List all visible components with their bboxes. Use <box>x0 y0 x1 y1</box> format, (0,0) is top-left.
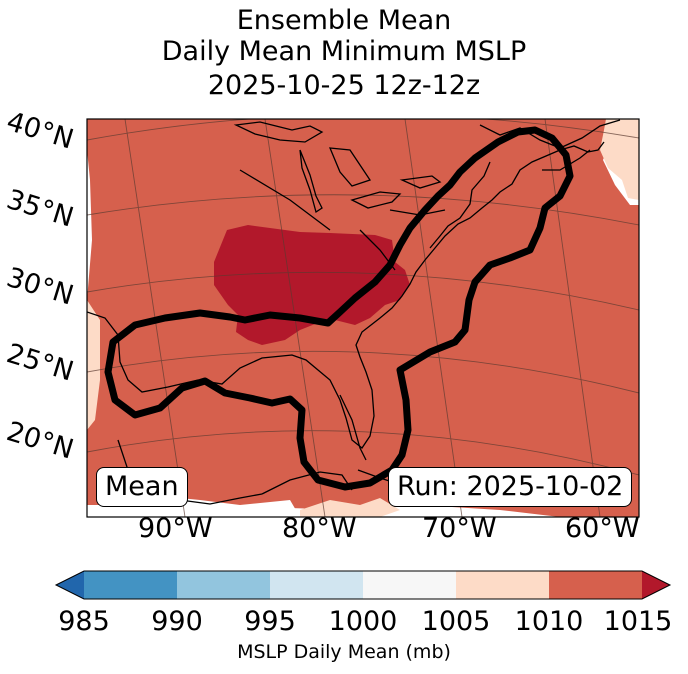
great-lakes-superior <box>233 121 324 143</box>
pressure-field-1005-east <box>600 119 639 200</box>
state-border-2 <box>239 169 331 231</box>
colorbar-tick-990: 990 <box>151 606 203 637</box>
gulf-coast <box>87 141 605 449</box>
colorbar-bin-985-990 <box>84 571 177 599</box>
colorbar-under-arrow <box>56 571 84 599</box>
no-data-west <box>87 119 92 300</box>
mslp-contour-outline <box>104 126 574 491</box>
lon-label-80w: 80°W <box>282 513 357 544</box>
map-frame <box>86 118 640 518</box>
map-area <box>87 119 639 517</box>
pressure-field-1005-south <box>300 498 400 517</box>
title-line-2: Daily Mean Minimum MSLP <box>161 36 527 67</box>
colorbar-bin-1005-1010 <box>456 571 549 599</box>
title-line-1: Ensemble Mean <box>236 5 452 36</box>
parallel-20n <box>87 430 639 476</box>
colorbar-bin-1000-1005 <box>363 571 456 599</box>
pressure-field-1005-southwest <box>87 300 100 430</box>
great-lakes-huron <box>328 147 372 187</box>
parallel-35n <box>87 194 639 226</box>
great-lakes-ontario <box>399 175 442 189</box>
colorbar-tick-1005: 1005 <box>421 606 491 637</box>
colorbar <box>54 570 672 600</box>
florida-peninsula <box>339 394 367 461</box>
colorbar-tick-1015: 1015 <box>603 606 673 637</box>
yucatan <box>261 471 353 495</box>
colorbar-label: MSLP Daily Mean (mb) <box>237 641 451 663</box>
colorbar-bin-1010-1015 <box>549 571 642 599</box>
northeast-coast <box>479 119 621 149</box>
lon-label-90w: 90°W <box>138 513 213 544</box>
colorbar-bin-995-1000 <box>270 571 363 599</box>
colorbar-tick-1010: 1010 <box>514 606 584 637</box>
great-lakes-michigan <box>299 149 323 214</box>
colorbar-tick-985: 985 <box>58 606 110 637</box>
title-line-3: 2025-10-25 12z-12z <box>207 70 481 101</box>
parallel-30n <box>87 271 639 311</box>
atlantic-seaboard <box>429 161 491 249</box>
great-lakes-erie <box>350 191 402 209</box>
colorbar-bin-990-995 <box>177 571 270 599</box>
colorbar-tick-995: 995 <box>244 606 296 637</box>
colorbar-frame <box>54 570 672 600</box>
parallel-25n <box>87 350 639 394</box>
colorbar-over-arrow <box>642 571 670 599</box>
colorbar-tick-1000: 1000 <box>328 606 398 637</box>
run-date-tag: Run: 2025-10-02 <box>388 467 633 507</box>
lon-label-70w: 70°W <box>422 513 497 544</box>
parallel-40n <box>87 119 639 141</box>
meridian-60w <box>544 119 601 517</box>
lon-label-60w: 60°W <box>565 513 640 544</box>
mean-tag: Mean <box>96 467 188 507</box>
